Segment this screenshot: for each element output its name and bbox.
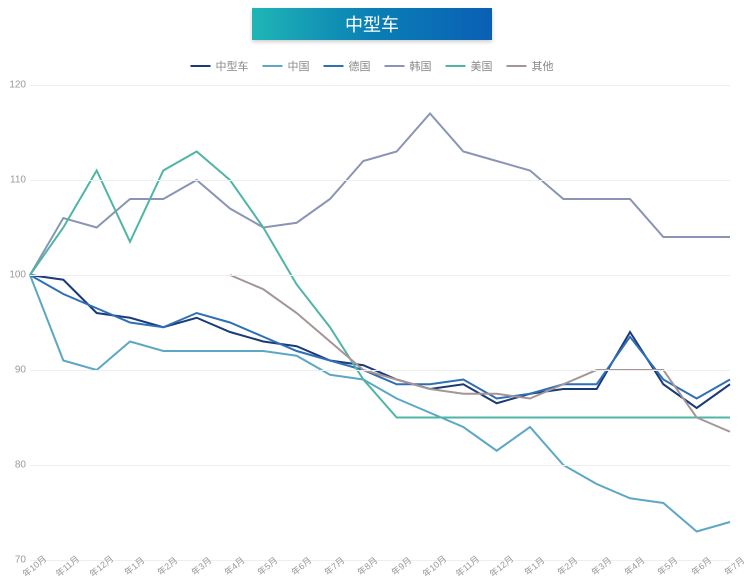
legend-item: 德国 <box>324 58 371 74</box>
chart-container: 中型车 中型车中国德国韩国美国其他 708090100110120年10月年11… <box>0 0 744 587</box>
grid-line <box>30 465 730 466</box>
legend-label: 韩国 <box>410 58 432 74</box>
chart-title: 中型车 <box>252 8 492 40</box>
y-axis-label: 70 <box>15 555 26 566</box>
legend-swatch <box>507 65 527 68</box>
legend-label: 美国 <box>471 58 493 74</box>
legend-swatch <box>191 65 211 68</box>
grid-line <box>30 370 730 371</box>
legend: 中型车 中国 德国 韩国 美国 其他 <box>191 58 554 74</box>
grid-line <box>30 275 730 276</box>
y-axis-label: 90 <box>15 365 26 376</box>
series-line <box>30 275 730 399</box>
legend-item: 其他 <box>507 58 554 74</box>
legend-label: 德国 <box>349 58 371 74</box>
legend-swatch <box>263 65 283 68</box>
legend-item: 美国 <box>446 58 493 74</box>
series-line <box>30 114 730 276</box>
plot-svg <box>30 85 730 560</box>
legend-label: 其他 <box>532 58 554 74</box>
grid-line <box>30 85 730 86</box>
y-axis-label: 100 <box>9 270 26 281</box>
legend-swatch <box>385 65 405 68</box>
legend-item: 韩国 <box>385 58 432 74</box>
y-axis-label: 110 <box>10 175 26 186</box>
legend-item: 中国 <box>263 58 310 74</box>
y-axis-label: 120 <box>9 80 26 91</box>
series-line <box>30 275 730 532</box>
y-axis-label: 80 <box>15 460 26 471</box>
legend-swatch <box>324 65 344 68</box>
grid-line <box>30 180 730 181</box>
legend-swatch <box>446 65 466 68</box>
legend-label: 中型车 <box>216 58 249 74</box>
plot-area: 708090100110120年10月年11月年12月年1月年2月年3月年4月年… <box>30 85 730 560</box>
legend-item: 中型车 <box>191 58 249 74</box>
legend-label: 中国 <box>288 58 310 74</box>
